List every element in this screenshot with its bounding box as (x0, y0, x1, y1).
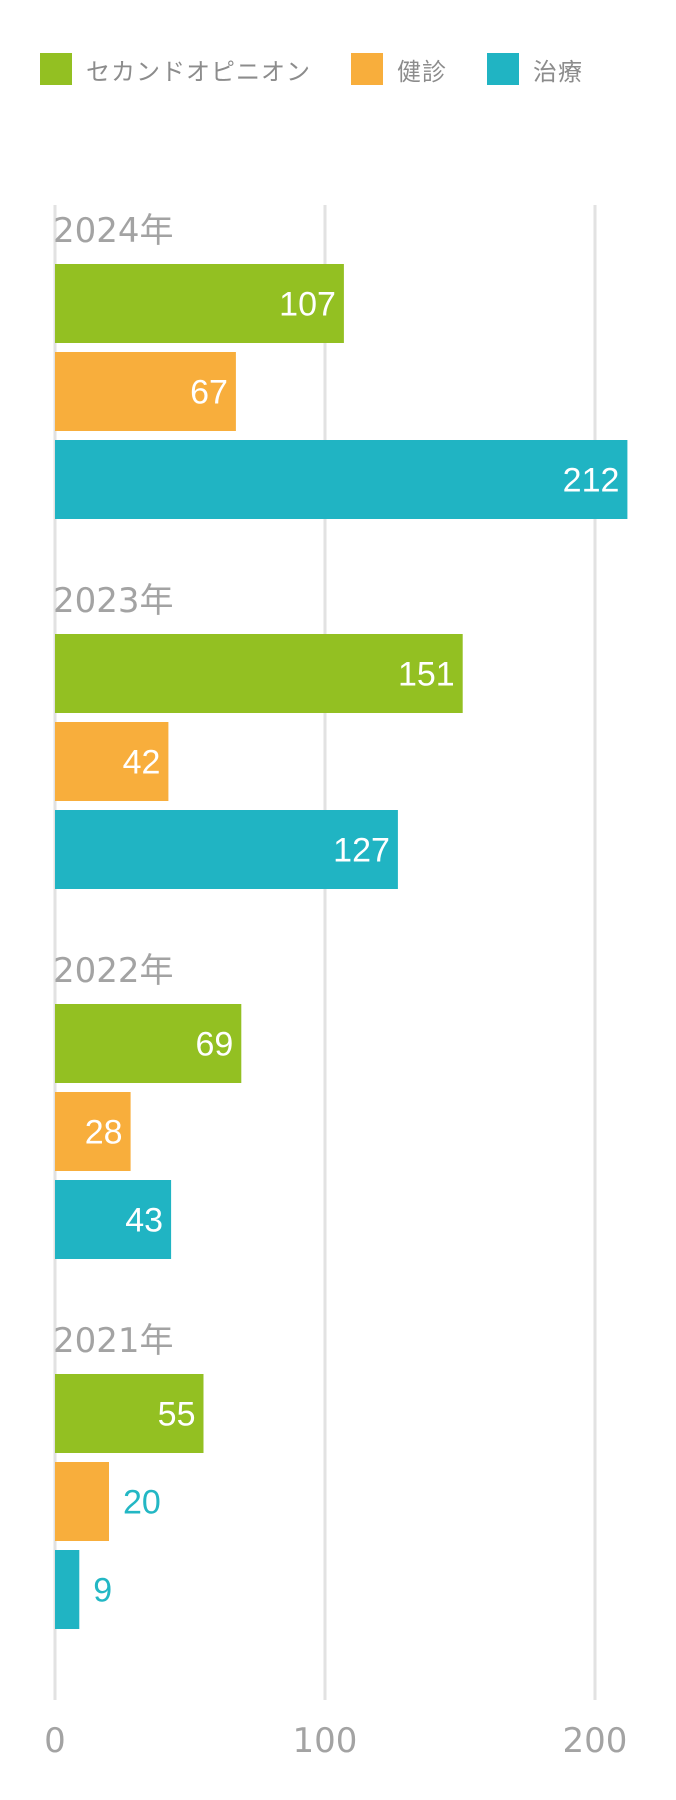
bar-3-0 (55, 1374, 204, 1453)
legend-label-treatment: 治療 (533, 57, 583, 86)
legend-item-second-opinion: セカンドオピニオン (40, 52, 311, 87)
category-label-3: 2021年 (53, 1321, 174, 1361)
data-label-3-2: 9 (93, 1572, 112, 1610)
data-label-0-2: 212 (563, 462, 620, 500)
data-label-0-1: 67 (190, 374, 228, 412)
legend-swatch-second-opinion (40, 53, 72, 85)
legend-swatch-checkup (351, 53, 383, 85)
bar-0-1 (55, 352, 236, 431)
category-label-0: 2024年 (53, 211, 174, 251)
bar-3-1 (55, 1462, 109, 1541)
category-label-2: 2022年 (53, 951, 174, 991)
data-label-1-1: 42 (123, 744, 161, 782)
bar-2-2 (55, 1180, 172, 1259)
data-label-2-2: 43 (125, 1202, 163, 1240)
x-tick-label-0: 0 (44, 1721, 66, 1761)
legend-item-treatment: 治療 (487, 52, 583, 87)
data-label-2-0: 69 (195, 1026, 233, 1064)
bar-1-1 (55, 722, 169, 801)
x-tick-label-200: 200 (563, 1721, 628, 1761)
bar-0-2 (55, 440, 628, 519)
legend-swatch-treatment (487, 53, 519, 85)
data-label-3-0: 55 (158, 1396, 196, 1434)
data-label-2-1: 28 (85, 1114, 123, 1152)
legend-item-checkup: 健診 (351, 52, 447, 87)
data-label-1-0: 151 (398, 656, 455, 694)
legend-label-second-opinion: セカンドオピニオン (86, 57, 311, 86)
bar-1-0 (55, 634, 463, 713)
legend: セカンドオピニオン 健診 治療 (40, 52, 623, 86)
bar-3-2 (55, 1550, 80, 1629)
x-tick-label-100: 100 (293, 1721, 358, 1761)
data-label-3-1: 20 (123, 1484, 161, 1522)
category-label-1: 2023年 (53, 581, 174, 621)
bar-2-1 (55, 1092, 131, 1171)
bar-2-0 (55, 1004, 242, 1083)
bar-1-2 (55, 810, 398, 889)
bar-0-0 (55, 264, 344, 343)
legend-label-checkup: 健診 (397, 57, 447, 86)
data-label-0-0: 107 (279, 286, 336, 324)
data-label-1-2: 127 (333, 832, 390, 870)
